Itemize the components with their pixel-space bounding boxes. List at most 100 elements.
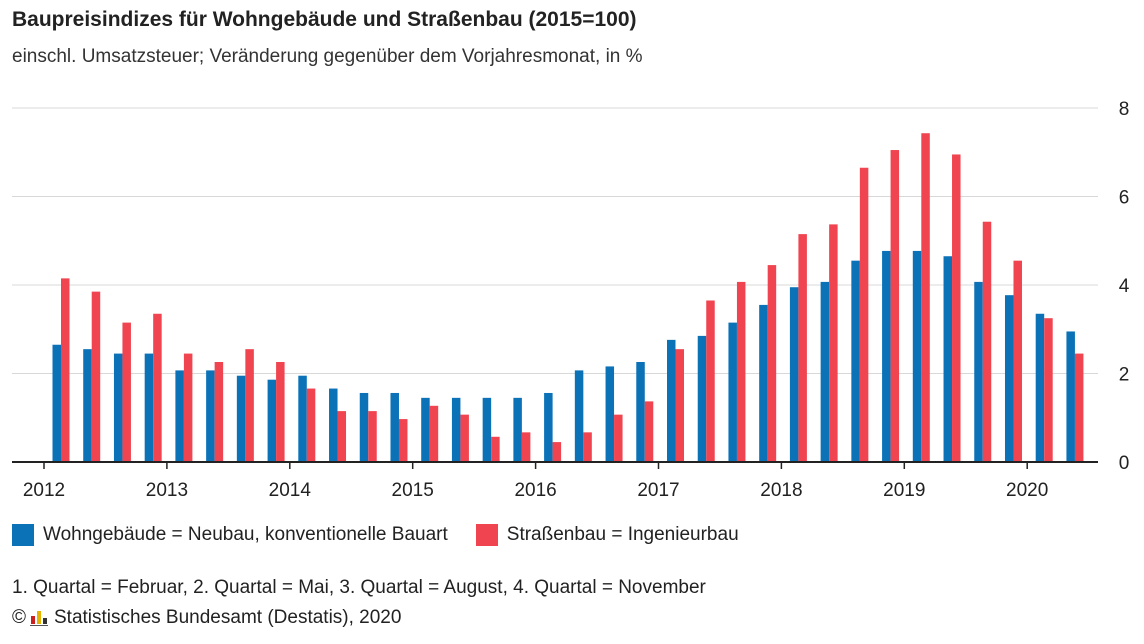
bar-strassenbau [153,313,162,462]
bar-strassenbau [736,281,746,462]
bar-strassenbau [429,405,439,462]
bar-wohngebaeude [636,362,645,462]
bar-strassenbau [306,388,316,462]
bar-wohngebaeude [728,322,737,462]
bar-wohngebaeude [298,375,307,462]
bar-wohngebaeude [544,392,553,462]
bar-wohngebaeude [513,397,522,462]
bar-strassenbau [521,432,531,462]
legend-swatch-red [475,524,498,546]
bar-wohngebaeude [206,370,215,462]
bars [52,133,1084,463]
bar-wohngebaeude [605,366,615,462]
bar-strassenbau [398,419,408,462]
y-axis: 0 2 4 6 8 [1119,99,1130,474]
legend-item-wohngebaeude: Wohngebäude = Neubau, konventionelle Bau… [12,524,448,546]
bar-strassenbau [552,442,562,462]
bar-wohngebaeude [1066,331,1075,462]
bar-strassenbau [1074,353,1084,462]
bar-strassenbau [583,432,592,462]
bar-wohngebaeude [329,388,338,462]
y-tick-label: 2 [1119,365,1130,386]
gridlines [12,107,1098,374]
bar-wohngebaeude [912,250,922,462]
bar-wohngebaeude [820,281,830,462]
bar-wohngebaeude [113,353,123,462]
x-tick-label: 2012 [23,480,65,500]
x-axis: 2012 2013 2014 2015 2016 2017 2018 2019 2020 [12,461,1098,500]
bar-strassenbau [337,411,347,462]
footnote: 1. Quartal = Februar, 2. Quartal = Mai, … [12,577,706,598]
copyright-symbol: © [12,607,26,628]
bar-wohngebaeude [882,250,891,462]
bar-strassenbau [61,278,70,462]
x-tick-label: 2013 [146,480,188,500]
bar-wohngebaeude [83,349,92,462]
bar-strassenbau [91,291,101,462]
chart-title: Baupreisindizes für Wohngebäude und Stra… [12,8,637,31]
bar-strassenbau [859,167,869,463]
bar-wohngebaeude [943,256,953,462]
destatis-logo-icon [30,610,48,626]
bar-wohngebaeude [236,375,246,462]
legend-label-wohngebaeude: Wohngebäude = Neubau, konventionelle Bau… [43,524,448,545]
bar-wohngebaeude [697,335,707,462]
bar-wohngebaeude [144,353,154,462]
bar-strassenbau [183,353,193,462]
y-tick-label: 8 [1119,99,1130,120]
bar-strassenbau [675,349,684,462]
bar-strassenbau [122,322,131,462]
x-tick-label: 2016 [514,480,556,500]
bar-wohngebaeude [667,339,676,462]
chart-subtitle: einschl. Umsatzsteuer; Veränderung gegen… [12,46,643,67]
y-tick-label: 6 [1119,188,1130,209]
bar-strassenbau [1013,260,1022,462]
x-tick-label: 2017 [637,480,679,500]
x-tick-label: 2015 [392,480,434,500]
bar-wohngebaeude [482,397,492,462]
bar-strassenbau [921,133,930,462]
y-tick-label: 4 [1119,276,1130,297]
x-tick-label: 2020 [1006,480,1048,500]
bar-wohngebaeude [390,392,399,462]
legend: Wohngebäude = Neubau, konventionelle Bau… [12,524,767,546]
bar-strassenbau [706,300,715,462]
x-tick-label: 2019 [883,480,925,500]
bar-strassenbau [890,150,900,463]
legend-label-strassenbau: Straßenbau = Ingenieurbau [506,524,739,545]
legend-item-strassenbau: Straßenbau = Ingenieurbau [475,524,739,546]
bar-wohngebaeude [974,281,983,462]
bar-wohngebaeude [759,304,768,462]
bar-strassenbau [767,265,777,462]
bar-strassenbau [491,436,500,462]
bar-strassenbau [644,401,654,462]
bar-strassenbau [1044,318,1053,462]
legend-swatch-blue [12,524,34,546]
bar-wohngebaeude [451,397,461,462]
bar-wohngebaeude [359,392,369,462]
bar-strassenbau [276,362,285,462]
bar-strassenbau [460,414,469,462]
bar-chart: 2012 2013 2014 2015 2016 2017 2018 2019 2020 0 2 4… [12,99,1130,500]
source-line: © Statistisches Bundesamt (Destatis), 20… [12,607,401,629]
bar-wohngebaeude [789,287,799,462]
source-text: Statistisches Bundesamt (Destatis), 2020 [54,607,402,628]
bar-wohngebaeude [1035,313,1045,462]
bar-strassenbau [214,362,224,462]
bar-strassenbau [798,234,807,462]
bar-strassenbau [614,414,623,462]
bar-wohngebaeude [52,344,61,462]
bar-wohngebaeude [175,370,184,462]
bar-wohngebaeude [267,379,277,462]
bar-wohngebaeude [421,397,430,462]
bar-wohngebaeude [574,370,584,462]
bar-strassenbau [368,411,377,462]
bar-strassenbau [245,349,254,462]
y-tick-label: 0 [1119,453,1130,474]
bar-strassenbau [982,221,992,462]
bar-strassenbau [952,154,961,462]
x-tick-label: 2018 [760,480,802,500]
x-tick-label: 2014 [269,480,312,500]
bar-wohngebaeude [1004,295,1014,462]
bar-wohngebaeude [851,260,860,462]
